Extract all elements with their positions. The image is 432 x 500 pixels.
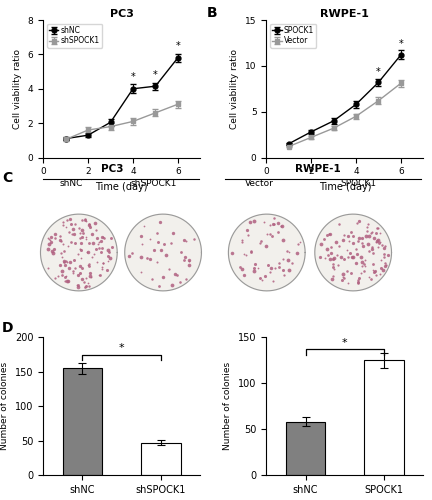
Polygon shape — [315, 214, 391, 291]
Polygon shape — [41, 214, 117, 291]
Y-axis label: Number of colonies: Number of colonies — [223, 362, 232, 450]
Y-axis label: Number of colonies: Number of colonies — [0, 362, 10, 450]
Text: *: * — [119, 344, 124, 353]
Polygon shape — [229, 214, 305, 291]
Text: *: * — [153, 70, 158, 80]
Text: shSPOCK1: shSPOCK1 — [130, 179, 177, 188]
Text: *: * — [342, 338, 348, 348]
Text: *: * — [130, 72, 135, 82]
Text: *: * — [399, 39, 403, 49]
Legend: SPOCK1, Vector: SPOCK1, Vector — [270, 24, 316, 48]
Text: *: * — [376, 68, 381, 78]
Legend: shNC, shSPOCK1: shNC, shSPOCK1 — [47, 24, 102, 48]
Text: RWPE-1: RWPE-1 — [295, 164, 340, 174]
X-axis label: Time (day): Time (day) — [318, 182, 371, 192]
Bar — [365, 360, 404, 475]
Text: *: * — [175, 41, 180, 51]
X-axis label: Time (day): Time (day) — [95, 182, 148, 192]
Text: PC3: PC3 — [101, 164, 124, 174]
Text: B: B — [206, 6, 217, 20]
Y-axis label: Cell viability ratio: Cell viability ratio — [231, 49, 239, 129]
Title: RWPE-1: RWPE-1 — [321, 9, 369, 19]
Polygon shape — [125, 214, 201, 291]
Title: PC3: PC3 — [110, 9, 133, 19]
Text: Vector: Vector — [245, 179, 273, 188]
Bar — [63, 368, 102, 475]
Text: SPOCK1: SPOCK1 — [340, 179, 377, 188]
Bar — [286, 422, 325, 475]
Text: D: D — [2, 322, 14, 336]
Text: C: C — [2, 172, 13, 185]
Bar — [141, 442, 181, 475]
Y-axis label: Cell viability ratio: Cell viability ratio — [13, 49, 22, 129]
Text: shNC: shNC — [60, 179, 83, 188]
